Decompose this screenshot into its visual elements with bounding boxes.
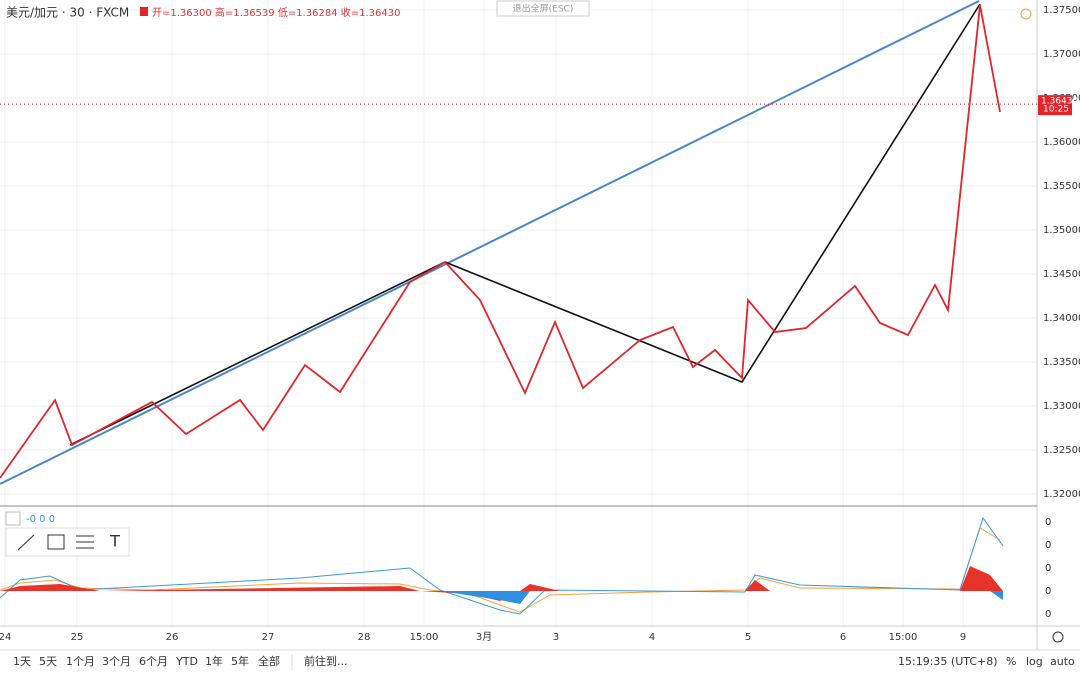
text-tool[interactable]: T xyxy=(109,532,120,551)
price-tick-label: 1.33000 xyxy=(1043,401,1080,412)
time-tick-label: 9 xyxy=(960,632,966,643)
price-tick-label: 1.35500 xyxy=(1043,181,1080,192)
range-button[interactable]: 5年 xyxy=(231,654,249,668)
indicator-tick-label: 0 xyxy=(1045,609,1051,620)
range-button[interactable]: 全部 xyxy=(258,654,280,668)
time-tick-label: 28 xyxy=(358,632,371,643)
range-button[interactable]: 1天 xyxy=(13,655,31,668)
last-price-time: 10:25 xyxy=(1043,105,1069,115)
trend-line xyxy=(0,0,980,485)
last-price-label: 1.36430 xyxy=(1041,97,1078,107)
drawing-toolbar xyxy=(5,527,130,557)
collapse-button[interactable] xyxy=(5,511,21,526)
fib-tool[interactable] xyxy=(76,535,94,549)
time-tick-label: 15:00 xyxy=(410,632,439,643)
time-tick-label: 25 xyxy=(71,632,84,643)
exit-label: 退出全屏(ESC) xyxy=(513,3,574,15)
range-button[interactable]: 6个月 xyxy=(139,655,168,668)
range-button[interactable]: 3个月 xyxy=(102,655,131,668)
alert-icon xyxy=(1020,8,1032,20)
price-tick-label: 1.32500 xyxy=(1043,445,1080,456)
indicator-tick-label: 0 xyxy=(1045,540,1051,551)
flag-icon xyxy=(140,7,148,16)
time-tick-label: 27 xyxy=(262,632,275,643)
price-tick-label: 1.33500 xyxy=(1043,357,1080,368)
range-button[interactable]: YTD xyxy=(175,655,198,668)
histogram-negative xyxy=(440,591,1003,604)
pattern-line xyxy=(69,3,981,446)
price-tick-label: 1.35000 xyxy=(1043,225,1080,236)
goto-button[interactable]: 前往到... xyxy=(304,654,348,668)
price-tick-label: 1.34500 xyxy=(1043,269,1080,280)
symbol: 美元/加元 · 30 · FXCM xyxy=(6,6,129,20)
last-price-box xyxy=(1038,95,1072,116)
clock: 15:19:35 (UTC+8) xyxy=(898,655,998,668)
line-tool[interactable] xyxy=(17,534,35,551)
indicator-tick-label: 0 xyxy=(1045,563,1051,574)
rect-tool[interactable] xyxy=(47,534,65,550)
indicator-tick-label: 0 xyxy=(1045,517,1051,528)
scale-option[interactable]: % xyxy=(1006,655,1016,668)
range-button[interactable]: 5天 xyxy=(39,655,57,668)
time-tick-label: 4 xyxy=(649,632,655,643)
range-button[interactable]: 1个月 xyxy=(66,655,95,668)
price-tick-label: 1.37500 xyxy=(1043,5,1080,16)
time-tick-label: 3 xyxy=(553,632,559,643)
indicator-legend: -0 0 0 xyxy=(26,514,55,525)
indicator-tick-label: 0 xyxy=(1045,586,1051,597)
grid xyxy=(0,0,1037,626)
settings-icon[interactable] xyxy=(1052,631,1064,643)
macd-line xyxy=(0,516,1004,615)
price-tick-label: 1.32000 xyxy=(1043,489,1080,500)
time-tick-label: 5 xyxy=(745,632,751,643)
time-tick-label: 15:00 xyxy=(889,632,918,643)
price-tick-label: 1.37000 xyxy=(1043,49,1080,60)
exit-fullscreen[interactable] xyxy=(496,0,590,17)
price-tick-label: 1.36000 xyxy=(1043,137,1080,148)
time-tick-label: 26 xyxy=(166,632,179,643)
range-button[interactable]: 1年 xyxy=(205,654,223,668)
time-tick-label: 6 xyxy=(840,632,846,643)
scale-option[interactable]: auto xyxy=(1050,655,1075,668)
time-tick-label: 3月 xyxy=(476,631,492,643)
price-tick-label: 1.34000 xyxy=(1043,313,1080,324)
scale-option[interactable]: log xyxy=(1026,655,1043,668)
time-tick-label: 24 xyxy=(0,632,11,643)
ohlc: 开=1.36300 高=1.36539 低=1.36284 收=1.36430 xyxy=(152,6,400,19)
zigzag xyxy=(0,4,1001,479)
